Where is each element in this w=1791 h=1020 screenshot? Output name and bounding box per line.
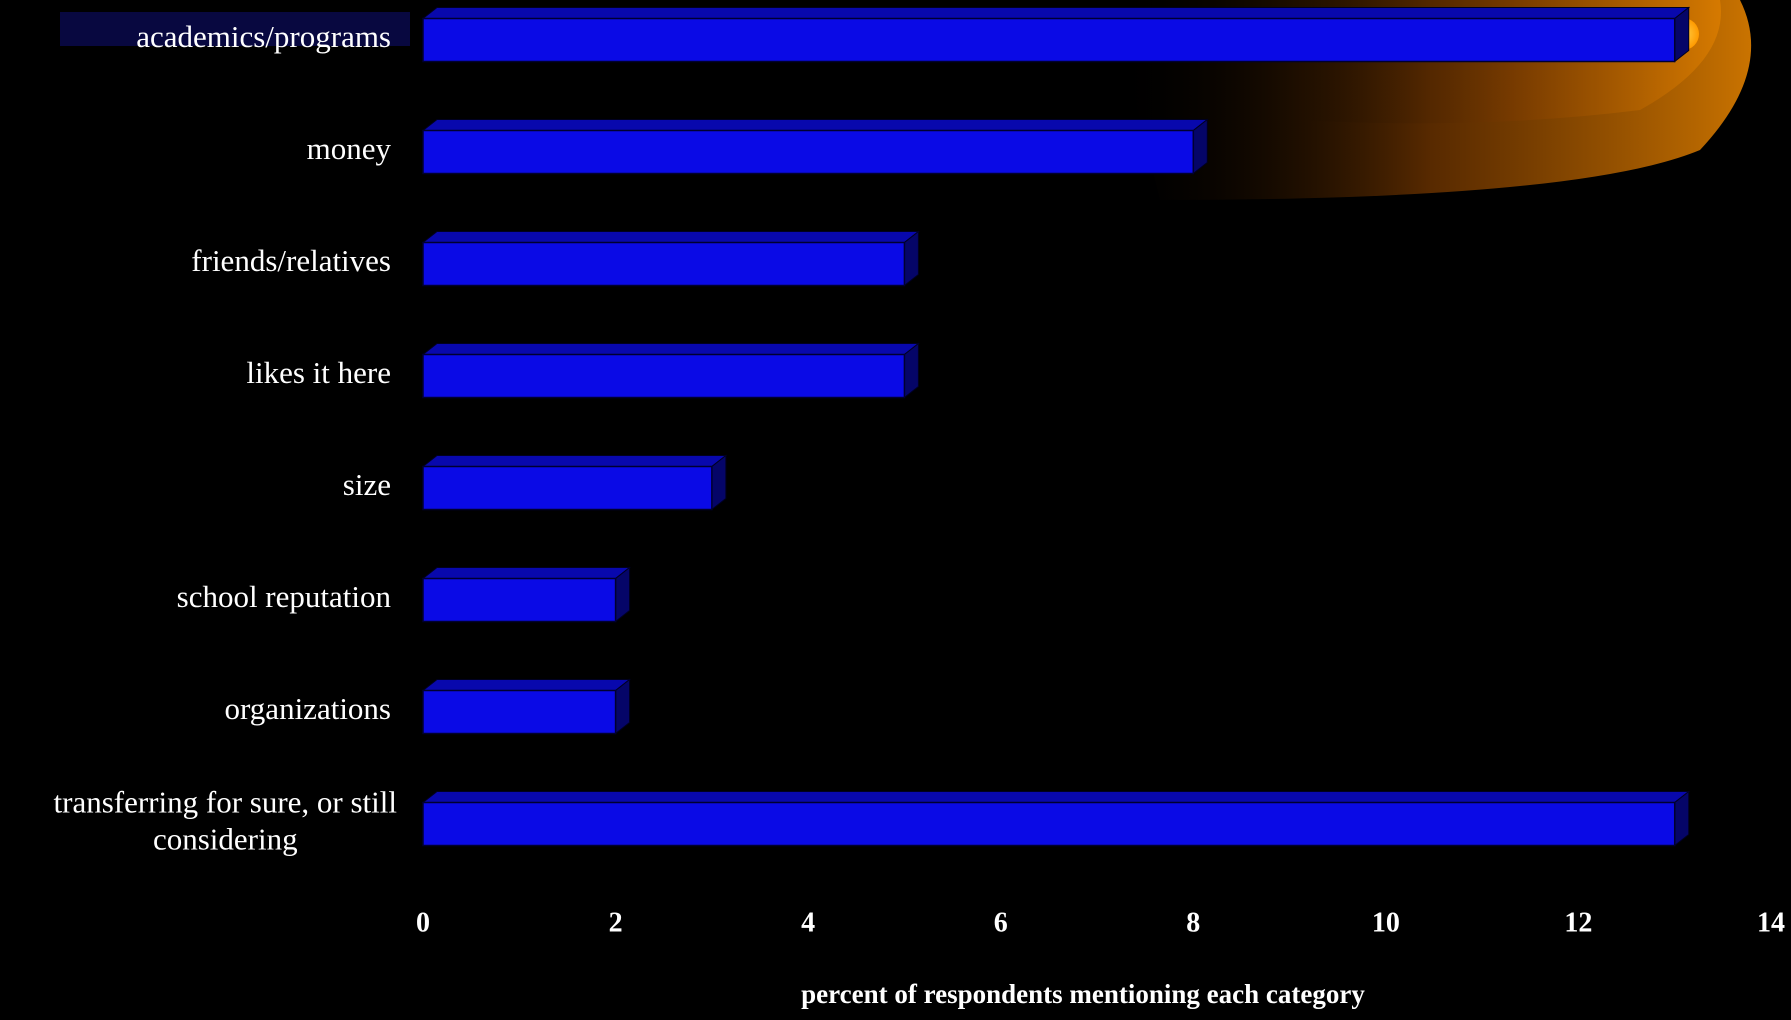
label-line: considering xyxy=(153,822,298,857)
bar-top xyxy=(421,7,1691,19)
y-tick-label: transferring for sure, or still consideri… xyxy=(54,785,397,857)
y-tick-label: likes it here xyxy=(246,355,391,390)
x-tick-label: 14 xyxy=(1757,907,1785,938)
y-tick-label: school reputation xyxy=(177,579,392,614)
y-tick-label: academics/programs xyxy=(136,19,391,54)
bar-group xyxy=(421,230,920,287)
bar xyxy=(422,577,617,623)
bar-top xyxy=(421,343,920,355)
bar-top xyxy=(421,791,1691,803)
bar-top xyxy=(421,567,632,579)
bar-top xyxy=(421,119,1209,131)
decor-band xyxy=(60,12,410,46)
bar-group xyxy=(421,790,1691,847)
x-tick-label: 10 xyxy=(1372,907,1400,938)
bar-group xyxy=(421,566,632,623)
x-axis-title: percent of respondents mentioning each c… xyxy=(801,979,1365,1009)
bar xyxy=(422,17,1676,63)
y-tick-label: size xyxy=(343,467,391,502)
y-tick-label: organizations xyxy=(225,691,391,726)
bar-group xyxy=(421,6,1691,63)
bar xyxy=(422,241,906,287)
x-tick-label: 0 xyxy=(416,907,430,938)
bar xyxy=(422,353,906,399)
bar-top xyxy=(421,231,920,243)
bar xyxy=(422,689,617,735)
bar-group xyxy=(421,454,728,511)
bar-group xyxy=(421,342,920,399)
bar-group xyxy=(421,118,1209,175)
y-tick-label: money xyxy=(307,131,392,166)
bar-top xyxy=(421,679,632,691)
bar xyxy=(422,129,1195,175)
x-tick-label: 8 xyxy=(1186,907,1200,938)
bar xyxy=(422,801,1676,847)
y-tick-label: friends/relatives xyxy=(191,243,391,278)
bar xyxy=(422,465,713,511)
label-line: transferring for sure, or still xyxy=(54,785,397,820)
x-tick-label: 4 xyxy=(801,907,815,938)
x-tick-label: 12 xyxy=(1564,907,1592,938)
bar-group xyxy=(421,678,632,735)
x-tick-label: 6 xyxy=(994,907,1008,938)
bar-top xyxy=(421,455,728,467)
x-tick-label: 2 xyxy=(609,907,623,938)
